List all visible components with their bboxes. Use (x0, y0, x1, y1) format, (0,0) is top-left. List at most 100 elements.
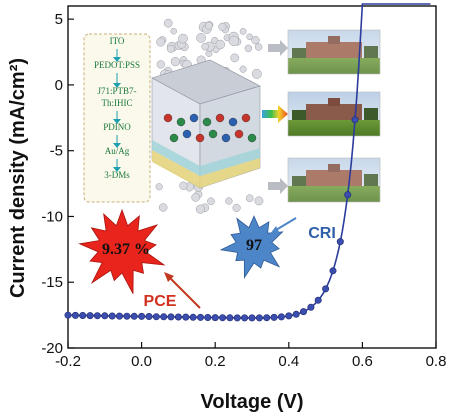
photo-trees (292, 48, 306, 58)
data-point (248, 314, 256, 322)
y-tick-label: 0 (55, 77, 63, 94)
x-tick-label: 0.6 (352, 353, 373, 370)
photon-sphere (251, 36, 260, 45)
x-tick-label: 0.2 (205, 353, 226, 370)
photon-sphere (158, 203, 168, 212)
plot-frame (67, 5, 437, 349)
x-tick-label: 0.8 (426, 353, 447, 370)
molecule-spheres (163, 113, 257, 143)
photon-sphere (166, 44, 175, 53)
data-point (255, 314, 263, 322)
jv-markers (64, 116, 359, 322)
data-point (189, 313, 197, 321)
photon-sphere (230, 53, 240, 63)
photon-sphere (170, 27, 177, 35)
photon-sphere (207, 197, 215, 206)
pce-arrow-line (167, 275, 201, 309)
data-point (329, 267, 337, 275)
photon-sphere (232, 203, 241, 212)
layer-label: 3-DMs (104, 170, 130, 180)
data-point (322, 285, 330, 293)
photon-sphere (204, 21, 213, 30)
photo-building (306, 104, 362, 120)
device-illustration (151, 18, 264, 214)
photon-sphere (251, 68, 262, 79)
data-point (174, 313, 182, 321)
molecule-sphere (195, 133, 205, 143)
y-axis-title: Current density (mA/cm²) (7, 58, 29, 298)
pce-burst (78, 208, 166, 294)
photon-sphere (163, 18, 173, 28)
photo-trees (364, 108, 378, 120)
data-point (204, 313, 212, 321)
data-point (314, 296, 322, 304)
photo-frame (287, 91, 381, 137)
molecule-sphere (221, 133, 231, 143)
photo-tower (328, 98, 340, 106)
photo-tint (288, 158, 380, 202)
data-point (101, 312, 109, 320)
photo-lawn (288, 120, 380, 136)
data-point (277, 313, 285, 321)
molecule-sphere (208, 129, 218, 139)
photon-sphere (228, 35, 240, 47)
data-point (197, 313, 205, 321)
y-tick-label: -10 (41, 208, 63, 225)
gray-arrow-top (268, 40, 288, 56)
data-point (270, 313, 278, 321)
cri-label: CRI (308, 225, 336, 242)
data-point (344, 191, 352, 199)
data-point (93, 312, 101, 320)
output-arrows (262, 40, 288, 194)
building-photos (287, 29, 381, 203)
layer-arrow-head (113, 143, 121, 148)
molecule-sphere (189, 113, 199, 123)
data-point (233, 314, 241, 322)
data-point (241, 314, 249, 322)
pce-arrow-head (164, 272, 174, 282)
gray-arrow-bottom (268, 178, 288, 194)
photon-sphere (244, 44, 253, 53)
data-point (152, 313, 160, 321)
data-point (299, 308, 307, 316)
molecule-sphere (182, 129, 192, 139)
photon-sphere (201, 42, 209, 51)
photo-trees (292, 176, 306, 186)
y-axis: 5 0 -5 -10 -15 -20 (41, 11, 74, 357)
photon-sphere (225, 197, 233, 205)
photon-sphere (218, 22, 227, 31)
data-point (79, 311, 87, 319)
pce-value: 9.37 % (102, 241, 150, 258)
photo-lawn (288, 58, 380, 74)
data-point (211, 314, 219, 322)
photon-sphere (178, 33, 188, 44)
photo-building (306, 170, 362, 186)
photon-sphere (191, 193, 201, 202)
photo-trees (364, 46, 378, 58)
photo-frame (287, 157, 381, 203)
photo-tower (328, 164, 340, 172)
photon-sphere (239, 28, 247, 35)
data-point (226, 314, 234, 322)
data-point (86, 312, 94, 320)
photo-building (306, 42, 362, 58)
layer-arrow-head (113, 167, 121, 172)
data-point (71, 311, 79, 319)
cri-value: 97 (246, 237, 262, 254)
data-point (285, 312, 293, 320)
x-axis: -0.2 0.0 0.2 0.4 0.6 0.8 (55, 342, 446, 370)
molecule-sphere (247, 133, 257, 143)
y-tick-label: -5 (50, 143, 63, 160)
building-photo (287, 91, 381, 137)
building-photo (287, 29, 381, 75)
y-tick-label: -15 (41, 274, 63, 291)
photo-lawn (288, 186, 380, 202)
data-point (219, 314, 227, 322)
data-point (182, 313, 190, 321)
pce-label: PCE (144, 293, 177, 310)
photon-sphere (170, 56, 181, 67)
building-photo (287, 157, 381, 203)
layer-label: Au/Ag (105, 146, 130, 156)
data-point (351, 116, 359, 124)
molecule-sphere (234, 129, 244, 139)
